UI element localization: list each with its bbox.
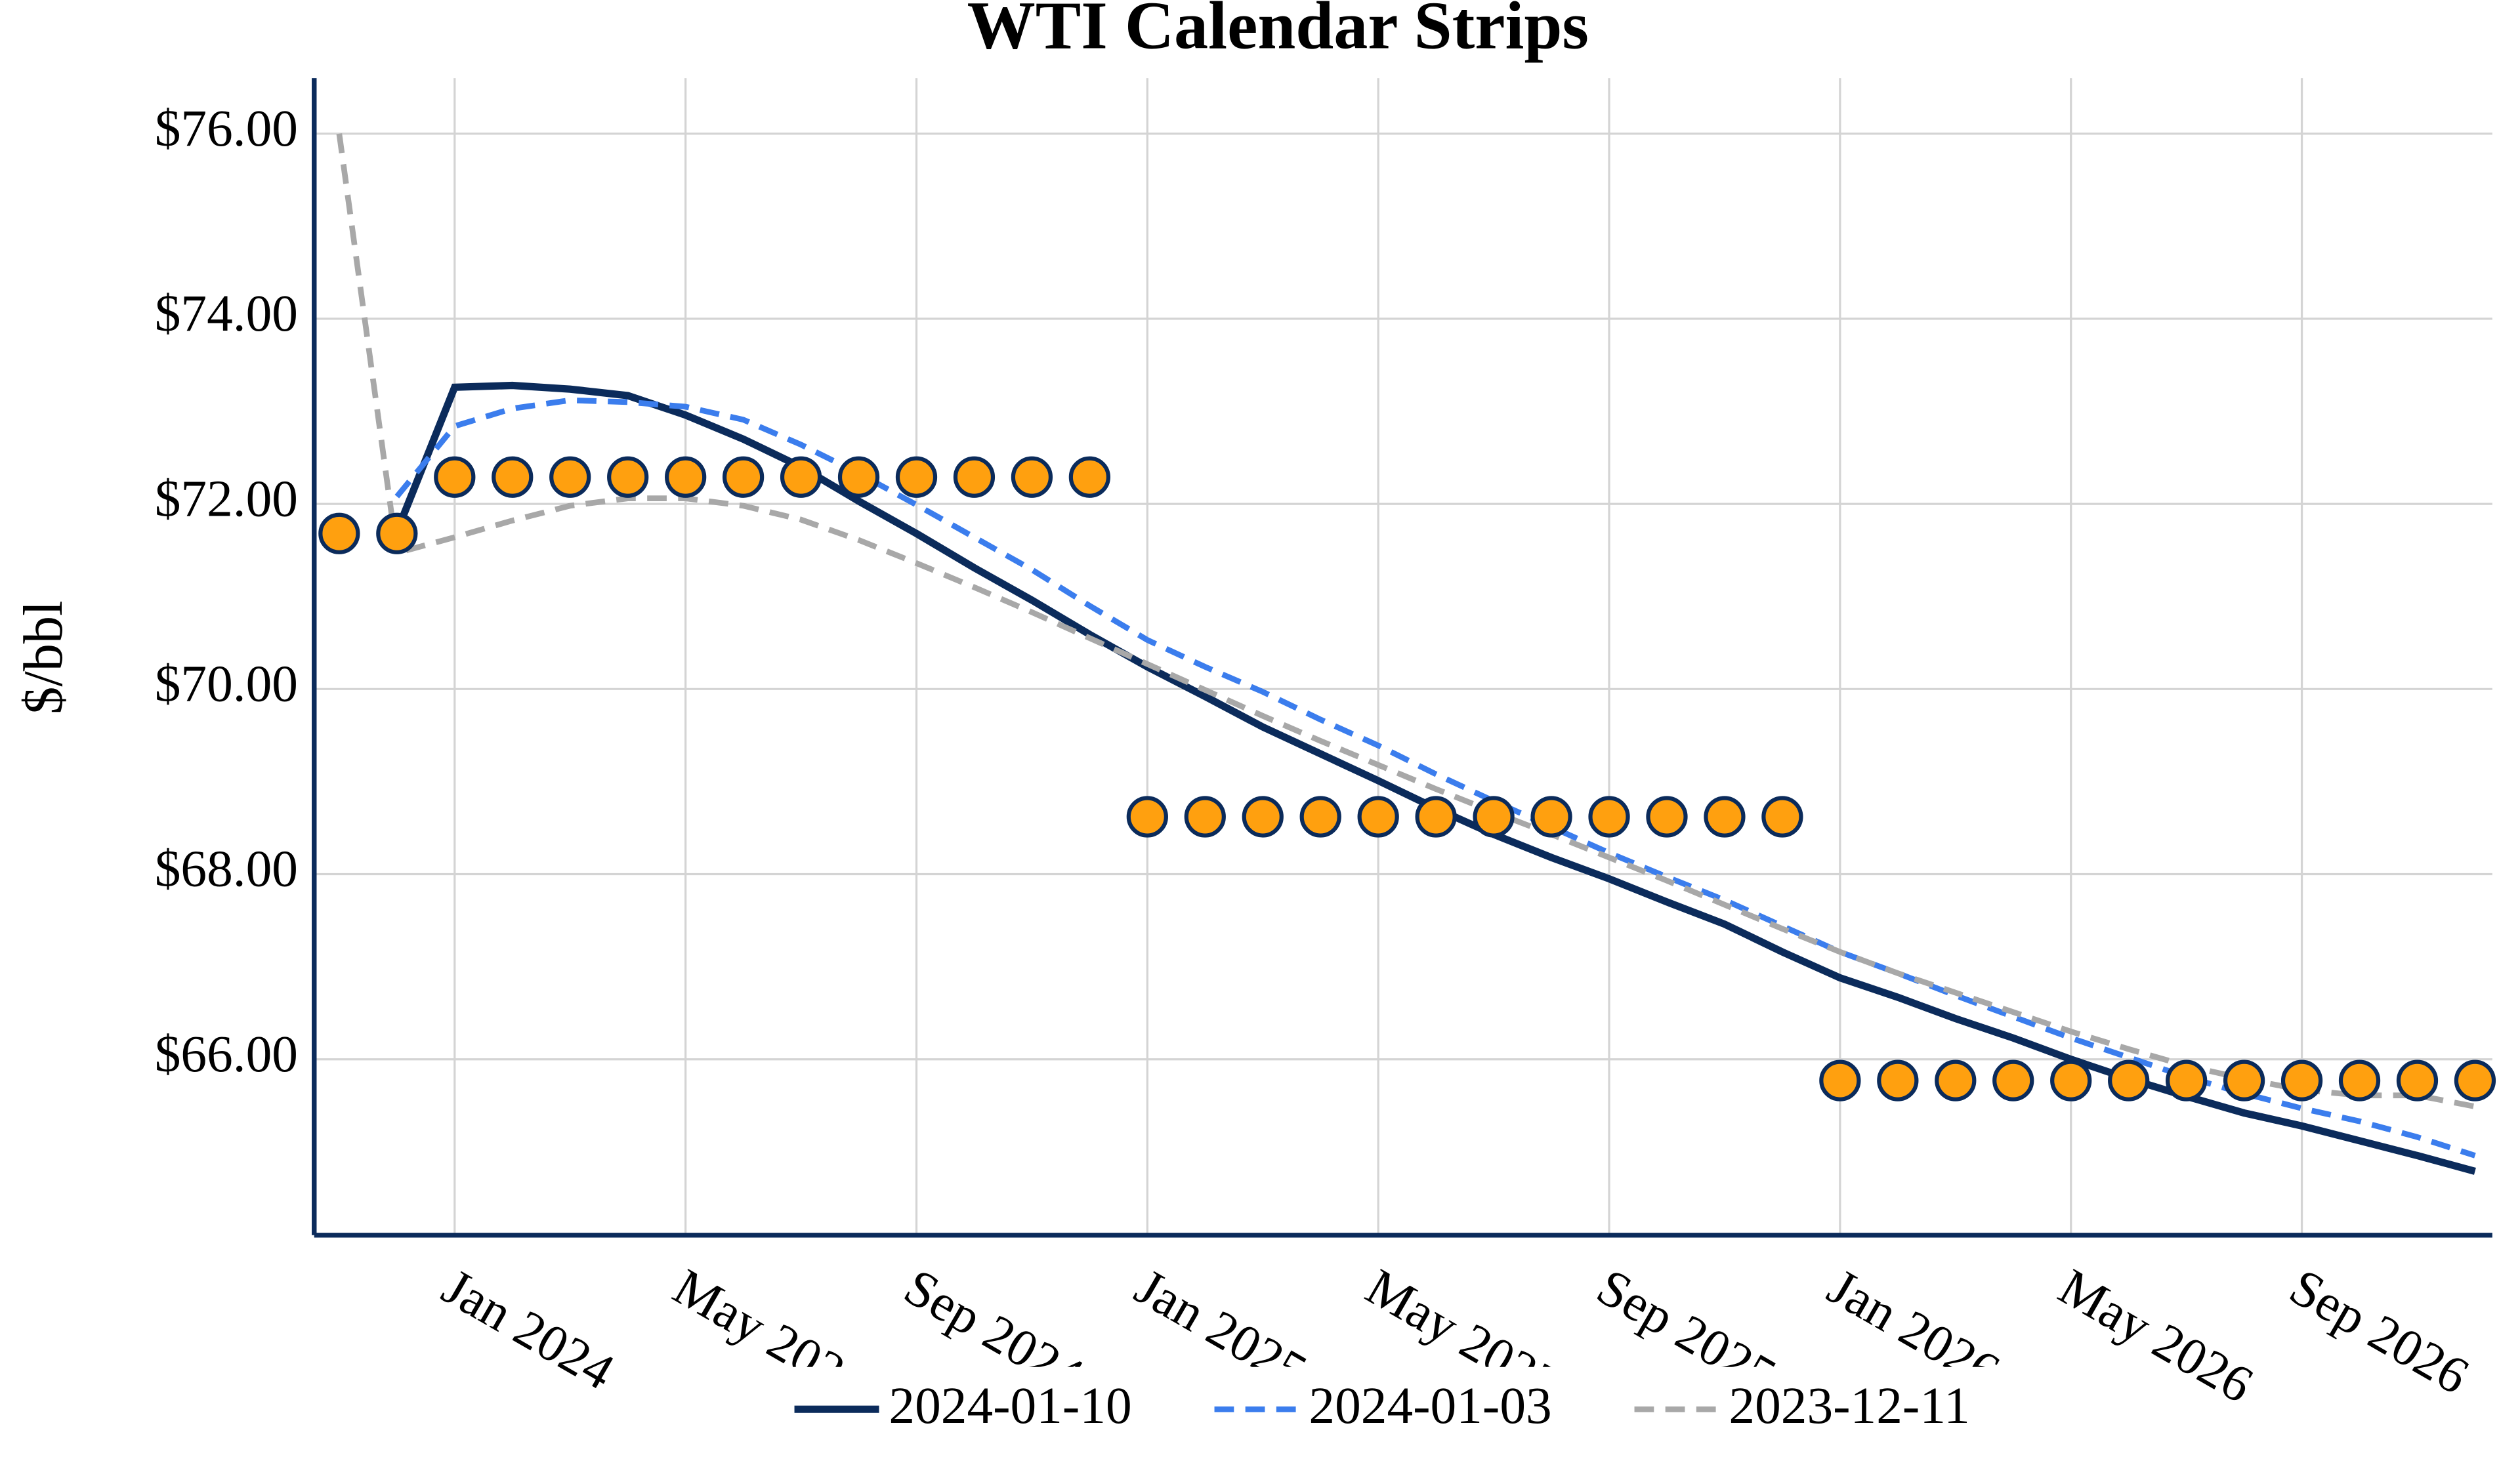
strip-marker [780,456,822,498]
strip-marker [1588,796,1630,838]
series-line [394,397,2476,1159]
legend-label: 2024-01-03 [1309,1377,1551,1435]
x-tick-label: Sep 2026 [2280,1258,2479,1405]
y-tick-label: $68.00 [155,840,298,898]
strip-marker [607,456,649,498]
strip-marker [376,512,418,554]
strip-marker [837,456,880,498]
strip-marker [1242,796,1284,838]
series-line [336,133,2476,1109]
strip-marker [2396,1059,2439,1101]
strip-marker [1992,1059,2034,1101]
y-tick-label: $72.00 [155,470,298,527]
strip-marker [2166,1059,2208,1101]
strip-marker [492,456,534,498]
x-tick-label: May 2026 [2049,1258,2263,1414]
strip-marker [953,456,996,498]
strip-marker [318,512,360,554]
strip-marker [1184,796,1226,838]
y-tick-label: $66.00 [155,1025,298,1083]
strip-marker [1299,796,1341,838]
strip-marker [1761,796,1803,838]
grid [314,78,2492,1235]
chart-title: WTI Calendar Strips [967,0,1589,64]
x-tick-label: Jan 2024 [433,1258,623,1401]
legend-label: 2024-01-10 [889,1377,1131,1435]
strip-marker [2223,1059,2265,1101]
strip-marker [1530,796,1572,838]
strip-marker [1877,1059,1919,1101]
strip-marker [1011,456,1053,498]
y-tick-label: $74.00 [155,285,298,342]
strip-marker [1935,1059,1977,1101]
strip-marker [434,456,476,498]
strip-marker [1357,796,1399,838]
strip-marker [2338,1059,2381,1101]
legend: 2024-01-10 2024-01-03 2023-12-11 [778,1367,2032,1480]
y-axis-label: $/bbl [13,600,74,714]
strip-marker [895,456,938,498]
strip-marker [1473,796,1515,838]
strip-marker [2050,1059,2092,1101]
y-tick-label: $70.00 [155,655,298,713]
strip-marker [1126,796,1168,838]
strip-marker [722,456,765,498]
strip-marker [2108,1059,2150,1101]
strip-marker [2454,1059,2496,1101]
strip-marker [1415,796,1457,838]
strip-marker [1646,796,1688,838]
legend-label: 2023-12-11 [1729,1377,1969,1435]
strip-marker [1068,456,1110,498]
strip-marker [665,456,707,498]
strip-marker [2280,1059,2323,1101]
strip-marker [549,456,591,498]
strip-marker [1819,1059,1861,1101]
tick-labels: $66.00 $68.00 $70.00 $72.00 $74.00 $76.00 Jan … [155,100,2479,1414]
legend-background [778,1367,2032,1480]
y-tick-label: $76.00 [155,100,298,157]
strip-marker [1704,796,1746,838]
